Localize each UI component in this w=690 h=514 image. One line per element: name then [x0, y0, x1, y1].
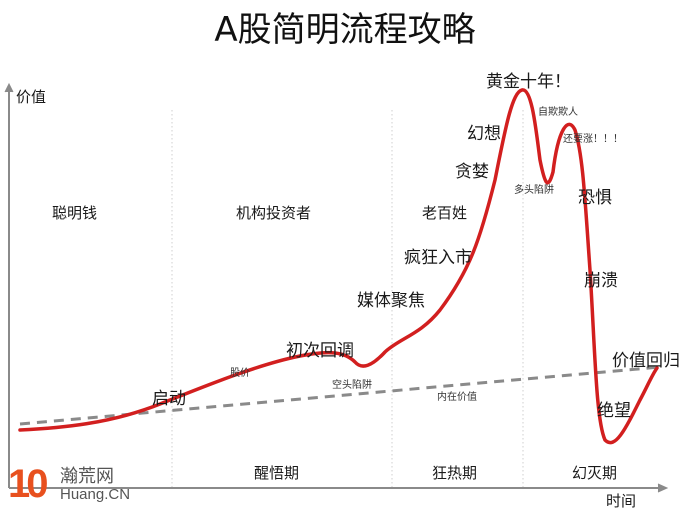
y-axis-label: 价值	[16, 88, 47, 106]
logo-number: 10	[8, 462, 48, 506]
label-media-focus: 媒体聚焦	[357, 291, 425, 311]
logo-cn-text: 瀚荒网	[60, 466, 114, 487]
participant-retail: 老百姓	[422, 204, 468, 222]
label-despair: 绝望	[597, 401, 631, 421]
price-curve	[18, 88, 659, 445]
x-axis-arrow-icon	[657, 483, 669, 493]
phase-disillusion: 幻灭期	[572, 464, 618, 482]
label-intrinsic-value: 内在价值	[437, 392, 477, 403]
label-bear-trap: 空头陷阱	[332, 380, 372, 391]
phase-dividers	[171, 110, 524, 488]
chart-title: A股简明流程攻略	[214, 10, 476, 50]
axes	[4, 82, 669, 493]
label-self-deception: 自欺欺人	[538, 107, 578, 118]
phase-frenzy: 狂热期	[432, 464, 478, 482]
watermark-logo: 10 瀚荒网 Huang.CN	[8, 462, 158, 510]
phase-awakening: 醒悟期	[254, 464, 300, 482]
x-axis-label: 时间	[606, 492, 637, 510]
logo-en-text: Huang.CN	[60, 486, 131, 503]
label-greed: 贪婪	[455, 162, 489, 182]
y-axis-arrow-icon	[4, 82, 14, 93]
label-bull-trap: 多头陷阱	[514, 185, 554, 196]
label-collapse: 崩溃	[584, 271, 618, 291]
label-frenzy-entry: 疯狂入市	[404, 248, 472, 268]
label-fear: 恐惧	[578, 188, 612, 208]
participant-institutions: 机构投资者	[236, 204, 312, 222]
label-still-rising: 还要涨！！！	[563, 134, 623, 145]
label-return-to-value: 价值回归	[612, 351, 680, 371]
label-first-pullback: 初次回调	[286, 341, 354, 361]
label-illusion: 幻想	[467, 124, 501, 144]
participant-smart-money: 聪明钱	[52, 204, 98, 222]
label-start: 启动	[152, 389, 186, 409]
label-stock-price: 股价	[230, 368, 250, 379]
label-golden-decade: 黄金十年！	[486, 72, 571, 92]
